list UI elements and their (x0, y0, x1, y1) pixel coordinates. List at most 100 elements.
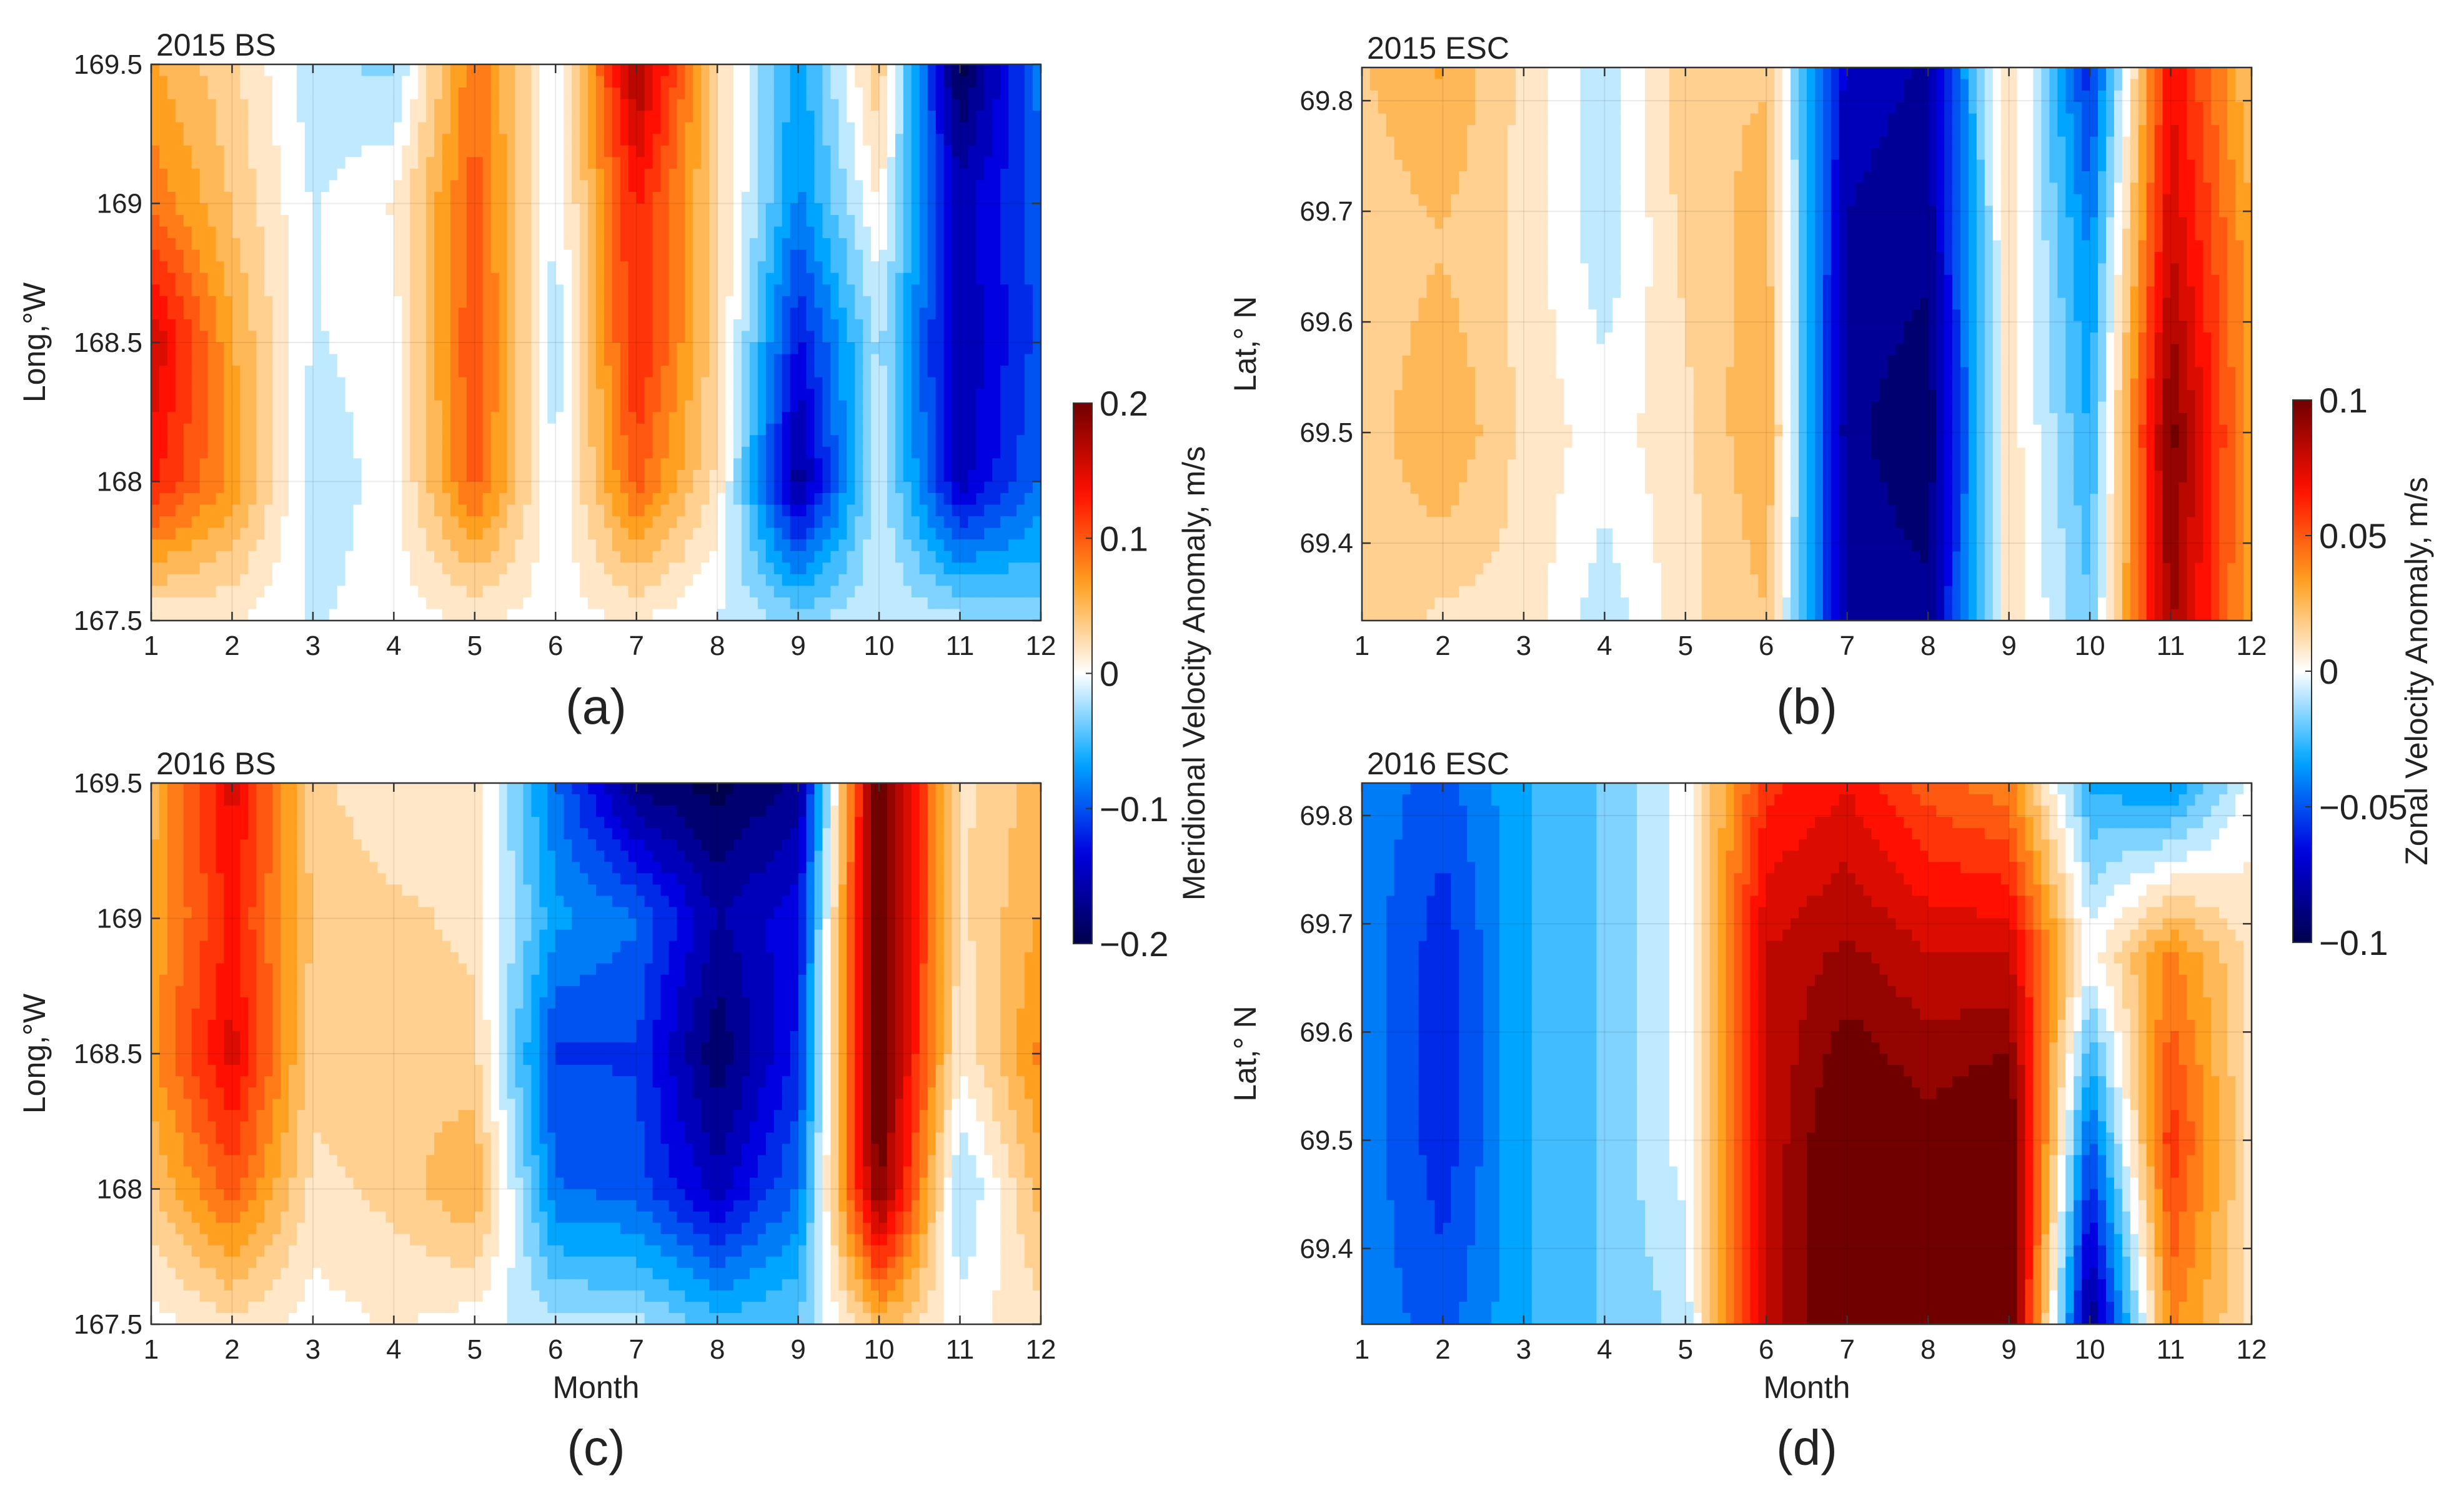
heat-cell (394, 215, 403, 227)
heat-cell (604, 423, 613, 436)
heat-cell (547, 296, 557, 309)
heat-cell (830, 64, 840, 77)
heat-cell (539, 400, 549, 413)
heat-cell (191, 366, 201, 378)
heat-cell (620, 238, 629, 251)
heat-cell (847, 64, 856, 77)
heat-cell (531, 272, 540, 286)
heat-cell (855, 215, 863, 227)
heat-cell (685, 366, 694, 378)
heat-cell (701, 539, 710, 552)
heat-cell (199, 157, 209, 169)
heat-cell (240, 168, 249, 181)
heat-cell (345, 272, 354, 286)
heat-cell (757, 215, 767, 227)
heat-cell (1025, 412, 1033, 424)
heat-cell (887, 134, 896, 146)
heat-cell (564, 191, 572, 204)
heat-cell (1008, 319, 1017, 332)
heat-cell (822, 469, 832, 482)
heat-cell (175, 226, 184, 239)
heat-cell (458, 481, 467, 494)
heat-cell (968, 272, 977, 286)
heat-cell (620, 481, 629, 494)
heat-cell (887, 469, 896, 482)
heat-cell (1033, 111, 1041, 123)
heat-cell (693, 574, 702, 587)
heat-cell (636, 238, 645, 251)
heat-cell (757, 157, 767, 169)
heat-cell (1033, 145, 1041, 158)
heat-cell (167, 76, 176, 88)
heat-cell (588, 481, 597, 494)
heat-cell (264, 435, 273, 447)
heat-cell (434, 249, 443, 262)
heat-cell (644, 296, 653, 309)
heat-cell (329, 423, 338, 436)
heat-cell (507, 342, 516, 355)
heat-cell (588, 458, 597, 471)
heat-cell (450, 284, 459, 297)
heat-cell (1016, 469, 1025, 482)
heat-cell (377, 238, 387, 251)
heat-cell (814, 238, 823, 251)
heat-cell (612, 99, 621, 111)
heat-cell (248, 272, 257, 286)
heat-cell (717, 574, 726, 587)
heat-cell (361, 458, 370, 471)
heat-cell (984, 296, 993, 309)
heat-cell (418, 354, 427, 366)
heat-cell (175, 481, 184, 494)
heat-cell (992, 203, 1001, 216)
heat-cell (806, 307, 815, 320)
heat-cell (701, 562, 710, 575)
heat-cell (693, 481, 702, 494)
heat-cell (256, 504, 266, 517)
heat-cell (281, 99, 289, 111)
heat-cell (652, 366, 662, 378)
heat-cell (377, 389, 387, 401)
heat-cell (879, 516, 888, 529)
heat-cell (984, 400, 993, 413)
heat-cell (337, 562, 346, 575)
heat-cell (847, 412, 856, 424)
heat-cell (547, 249, 557, 262)
heat-cell (742, 203, 750, 216)
heat-cell (838, 400, 848, 413)
heat-cell (256, 446, 266, 459)
heat-cell (499, 307, 508, 320)
heat-cell (240, 203, 249, 216)
heat-cell (410, 586, 419, 598)
heat-cell (742, 215, 750, 227)
heat-cell (466, 64, 475, 77)
heat-cell (474, 168, 484, 181)
heat-cell (264, 203, 273, 216)
heat-cell (547, 539, 557, 552)
heat-cell (474, 574, 484, 587)
heat-cell (207, 574, 217, 587)
heat-cell (402, 272, 411, 286)
heat-cell (725, 191, 734, 204)
heat-cell (499, 539, 508, 552)
heat-cell (507, 145, 516, 158)
heat-cell (1033, 331, 1041, 343)
heat-cell (482, 87, 492, 100)
heat-cell (207, 586, 217, 598)
heat-cell (588, 307, 597, 320)
heat-cell (1016, 412, 1025, 424)
heat-cell (644, 122, 653, 135)
heat-cell (709, 145, 718, 158)
heat-cell (458, 389, 467, 401)
heat-cell (943, 481, 953, 494)
heat-cell (976, 516, 985, 529)
heat-cell (490, 435, 500, 447)
heat-cell (289, 435, 297, 447)
heat-cell (377, 423, 387, 436)
heat-cell (927, 261, 936, 274)
heat-cell (361, 562, 370, 575)
heat-cell (361, 284, 370, 297)
heat-cell (709, 261, 718, 274)
heat-cell (879, 562, 888, 575)
heat-cell (555, 122, 565, 135)
heat-cell (474, 586, 484, 598)
